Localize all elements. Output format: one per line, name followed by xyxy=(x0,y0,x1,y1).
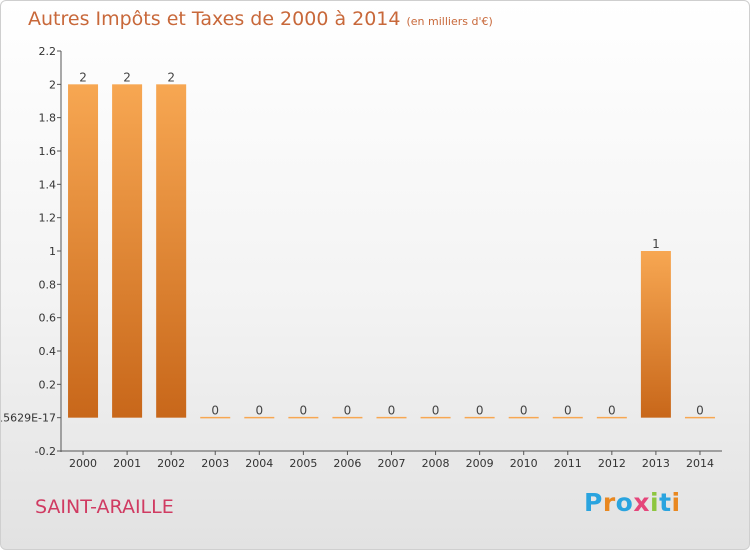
y-tick-label: 1.8 xyxy=(39,112,57,125)
bar xyxy=(112,84,143,418)
data-label: 0 xyxy=(520,404,528,418)
y-tick-label: 1.4 xyxy=(39,178,57,191)
y-tick-label: 2.2 xyxy=(39,45,57,58)
logo-letter: i xyxy=(671,488,681,517)
x-tick-label: 2000 xyxy=(69,457,97,470)
data-label: 0 xyxy=(255,404,263,418)
x-tick-label: 2005 xyxy=(289,457,317,470)
data-label: 2 xyxy=(79,70,87,84)
data-label: 2 xyxy=(167,70,175,84)
x-tick-label: 2007 xyxy=(378,457,406,470)
proxiti-logo: Proxiti xyxy=(584,488,681,517)
y-tick-label: -0.2 xyxy=(35,445,56,458)
y-tick-label: 1 xyxy=(49,245,56,258)
data-label: 0 xyxy=(300,404,308,418)
x-tick-label: 2003 xyxy=(201,457,229,470)
y-tick-label: 2 xyxy=(49,78,56,91)
x-tick-label: 2009 xyxy=(466,457,494,470)
logo-letter: P xyxy=(584,488,603,517)
data-label: 0 xyxy=(476,404,484,418)
data-label: 1 xyxy=(652,237,660,251)
y-tick-label: 1.2 xyxy=(39,212,57,225)
chart-title: Autres Impôts et Taxes de 2000 à 2014 (en… xyxy=(28,8,493,30)
data-label: 0 xyxy=(564,404,572,418)
bar xyxy=(68,84,99,418)
logo-letter: t xyxy=(659,488,672,517)
logo-letter: i xyxy=(650,488,660,517)
x-tick-label: 2008 xyxy=(422,457,450,470)
chart-unit: (en milliers d'€) xyxy=(406,15,493,28)
data-label: 0 xyxy=(696,404,704,418)
logo-letter: r xyxy=(602,488,616,517)
logo-letter: o xyxy=(615,488,634,517)
y-tick-label: 0.8 xyxy=(39,278,57,291)
x-tick-label: 2013 xyxy=(642,457,670,470)
logo-letter: x xyxy=(633,488,650,517)
commune-name: SAINT-ARAILLE xyxy=(35,496,174,518)
x-tick-label: 2012 xyxy=(598,457,626,470)
x-tick-label: 2011 xyxy=(554,457,582,470)
chart-title-text: Autres Impôts et Taxes de 2000 à 2014 xyxy=(28,8,401,30)
y-tick-label: 1.6 xyxy=(39,145,57,158)
x-tick-label: 2006 xyxy=(333,457,361,470)
y-tick-label: 0.4 xyxy=(39,345,57,358)
x-tick-label: 2010 xyxy=(510,457,538,470)
y-tick-label: 0.2 xyxy=(39,378,57,391)
data-label: 0 xyxy=(344,404,352,418)
bar xyxy=(640,251,671,418)
bar xyxy=(156,84,187,418)
y-tick-label: 0.6 xyxy=(39,312,57,325)
y-tick-label: -2.15629E-17 xyxy=(1,412,56,425)
data-label: 2 xyxy=(123,70,131,84)
x-tick-label: 2004 xyxy=(245,457,273,470)
data-label: 0 xyxy=(432,404,440,418)
x-tick-label: 2002 xyxy=(157,457,185,470)
x-tick-label: 2014 xyxy=(686,457,714,470)
data-label: 0 xyxy=(211,404,219,418)
data-label: 0 xyxy=(388,404,396,418)
x-tick-label: 2001 xyxy=(113,457,141,470)
data-label: 0 xyxy=(608,404,616,418)
